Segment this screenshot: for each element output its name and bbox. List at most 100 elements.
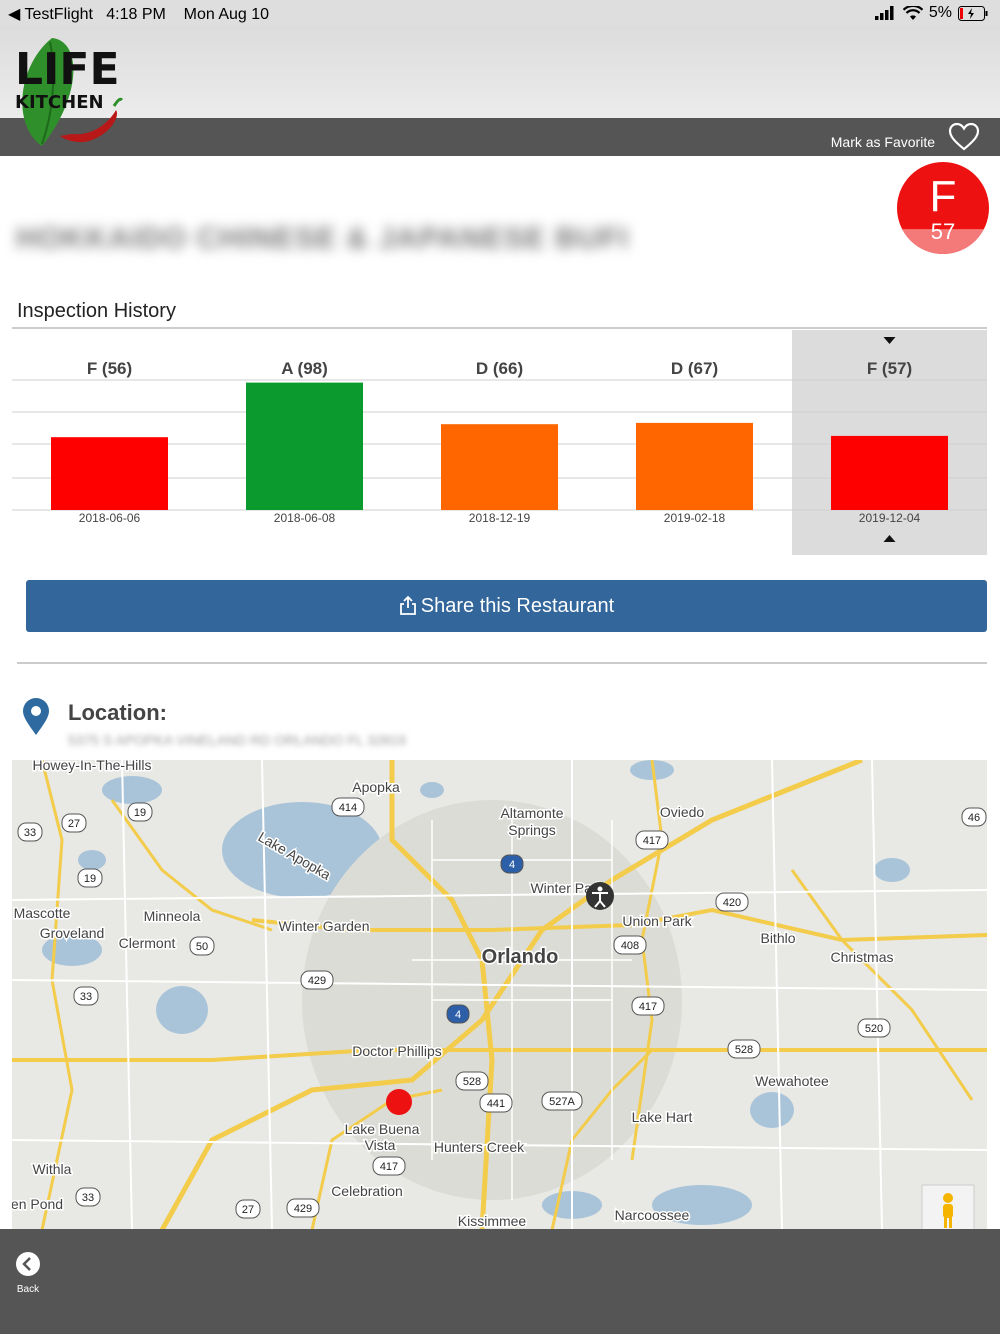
map-place-label: Narcoossee	[615, 1207, 690, 1223]
bottom-toolbar	[0, 1229, 1000, 1334]
status-date: Mon Aug 10	[183, 6, 270, 23]
inspection-date-label: 2018-06-06	[79, 511, 141, 525]
highway-shape	[310, 1088, 443, 1230]
route-shield-number: 417	[643, 835, 661, 847]
section-divider	[12, 327, 987, 329]
map-place-label: Lake Hart	[632, 1109, 693, 1125]
route-shield	[372, 1156, 406, 1176]
map-place-label: Groveland	[40, 925, 105, 941]
inspection-date-label: 2018-12-19	[469, 511, 531, 525]
highway-shape	[550, 1048, 654, 1230]
back-label: Back	[16, 1284, 40, 1295]
route-shield	[61, 813, 87, 833]
route-shield	[73, 986, 99, 1006]
map-place-label: Hunters Creek	[434, 1139, 525, 1155]
route-shield-number: 527A	[549, 1096, 575, 1108]
inspection-chart: F (56) 2018-06-06 A (98) 2018-06-08 D (66) 20…	[12, 330, 987, 555]
highway-shape	[110, 799, 273, 932]
map-place-label: Vista	[365, 1137, 396, 1153]
map-place-label: Oviedo	[660, 804, 705, 820]
heart-icon[interactable]	[948, 122, 980, 152]
map-place-label: Altamonte	[500, 805, 563, 821]
lake-shape	[42, 934, 102, 966]
route-shield-number: 420	[723, 897, 741, 909]
inspection-bar[interactable]	[636, 422, 753, 510]
lake-shape	[874, 858, 910, 882]
back-arrow-icon	[16, 1252, 40, 1276]
favorite-bar: Mark as Favorite	[0, 118, 1000, 156]
lake-shape	[78, 850, 106, 870]
share-restaurant-button[interactable]: Share this Restaurant	[26, 580, 987, 632]
status-right: 5%	[874, 4, 988, 22]
inspection-bar[interactable]	[831, 435, 948, 510]
restaurant-address: 5375 S APOPKA VINELAND RD ORLANDO FL 328…	[68, 732, 406, 748]
grade-fill	[902, 229, 984, 254]
map-place-label: Winter Garden	[278, 918, 369, 934]
map-place-label: Kissimmee	[458, 1213, 527, 1229]
route-shield-number: 417	[380, 1161, 398, 1173]
route-shield-number: 4	[509, 859, 515, 871]
caret-up-icon	[883, 535, 896, 542]
status-left: ◀ TestFlight 4:18 PM Mon Aug 10	[8, 4, 269, 24]
accessibility-icon[interactable]	[586, 882, 614, 910]
inspection-bar[interactable]	[441, 424, 558, 510]
inspection-date-label: 2019-02-18	[664, 511, 726, 525]
route-shield-number: 4	[455, 1009, 461, 1021]
grade-label: D (67)	[671, 359, 718, 378]
route-shield	[857, 1018, 891, 1038]
battery-icon	[958, 5, 988, 21]
grade-badge: F 57	[897, 162, 989, 254]
inspection-date-label: 2018-06-08	[274, 511, 336, 525]
route-shield-number: 408	[621, 940, 639, 952]
route-shield	[613, 935, 647, 955]
inspection-bar[interactable]	[51, 437, 168, 510]
road-shape	[12, 760, 987, 1230]
life-kitchen-logo: LIFE KITCHEN	[15, 38, 124, 146]
caret-down-icon	[883, 337, 896, 344]
location-divider	[17, 662, 987, 664]
route-shield	[479, 1093, 513, 1113]
route-shield	[75, 1187, 101, 1207]
route-shield-number: 27	[68, 818, 80, 830]
map-place-label: Bithlo	[760, 930, 795, 946]
route-shield-number: 46	[968, 812, 980, 824]
inspection-bar[interactable]	[246, 382, 363, 510]
map-place-label: Apopka	[352, 779, 400, 795]
lake-shape	[156, 986, 208, 1034]
restaurant-name: HOKKAIDO CHINESE & JAPANESE BUFFET	[16, 222, 626, 255]
wifi-icon	[902, 5, 923, 20]
favorite-label[interactable]: Mark as Favorite	[830, 134, 935, 150]
status-time: 4:18 PM	[106, 6, 166, 23]
lake-shape	[102, 776, 162, 804]
grade-label: F (57)	[867, 359, 912, 378]
back-to-app-link[interactable]: ◀ TestFlight	[8, 6, 93, 23]
route-shield	[331, 797, 365, 817]
route-shield	[127, 802, 153, 822]
map-place-label: Lake Buena	[345, 1121, 420, 1137]
back-button[interactable]: Back	[12, 1250, 44, 1298]
battery-percent: 5%	[928, 4, 952, 21]
logo-text-bottom: KITCHEN	[15, 92, 104, 113]
app-header	[0, 26, 1000, 118]
signal-icon	[874, 6, 894, 20]
location-pin-icon	[23, 698, 49, 735]
map-place-label: Union Park	[622, 913, 692, 929]
route-shield-number: 520	[865, 1023, 883, 1035]
map-place-label: Clermont	[119, 935, 176, 951]
grade-label: D (66)	[476, 359, 523, 378]
map-place-labels: Howey-In-The-Hills Apopka AltamonteSprings…	[12, 760, 895, 1230]
map-place-label: en Pond	[12, 1196, 63, 1212]
map-route-shields: 19 27 33 414 417 46 19 50 420 408 429 33 417 520 528 52…	[17, 797, 987, 1219]
street-view-pegman-icon[interactable]	[921, 1184, 975, 1230]
restaurant-marker[interactable]	[386, 1089, 412, 1115]
route-shield-number: 33	[24, 827, 36, 839]
route-shield	[189, 936, 215, 956]
inspection-history-title: Inspection History	[17, 300, 176, 322]
location-map[interactable]: Howey-In-The-Hills Apopka Altamonte Springs…	[12, 760, 987, 1230]
route-shield	[286, 1198, 320, 1218]
inspection-date-label: 2019-12-04	[859, 511, 921, 525]
lake-apopka-shape	[222, 802, 382, 898]
map-place-label: Withla	[33, 1161, 72, 1177]
map-canvas[interactable]: Howey-In-The-Hills Apopka AltamonteSprings…	[12, 760, 987, 1230]
route-shield	[455, 1071, 489, 1091]
